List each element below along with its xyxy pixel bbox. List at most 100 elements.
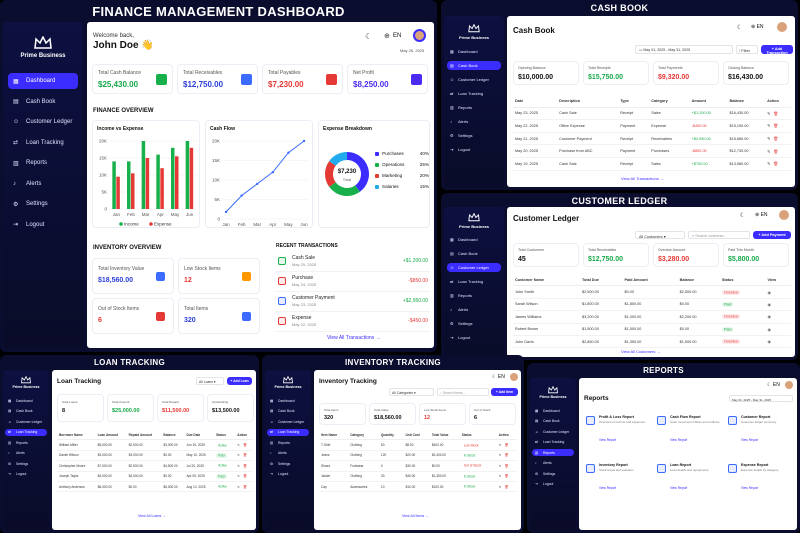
sidebar-item-cash-book[interactable]: ▤ Cash Book: [270, 409, 295, 413]
view-all-transactions-link[interactable]: View All Transactions →: [621, 176, 664, 181]
sidebar-item-dashboard[interactable]: ▦ Dashboard: [450, 237, 478, 242]
sidebar-item-alerts[interactable]: ♪ Alerts: [8, 451, 25, 455]
table-row[interactable]: Cap Accessories 10 $10.00 $100.00 In Stock ✎ 🗑: [319, 481, 517, 493]
customer-search-input[interactable]: ⌕ Search customer...: [688, 231, 750, 239]
add-item-button[interactable]: + Add Item: [491, 388, 518, 396]
sidebar-item-dashboard[interactable]: ▦ Dashboard: [8, 73, 78, 89]
transaction-row[interactable]: Purchase May 24, 2025 -$850.00: [276, 272, 430, 292]
table-row[interactable]: May 21, 2025 Customer Payment Receipt Recei…: [513, 132, 791, 146]
edit-icon[interactable]: ✎: [767, 111, 771, 116]
edit-icon[interactable]: ✎: [237, 484, 240, 489]
date-range-picker[interactable]: May 01, 2025 - May 31, 2025: [729, 395, 793, 402]
sidebar-item-logout[interactable]: ⇥ Logout: [450, 147, 471, 152]
table-row[interactable]: T-Shirt Clothing 50 $8.00 $400.00 Low Stock ✎ 🗑: [319, 439, 517, 451]
edit-icon[interactable]: ✎: [498, 484, 502, 489]
sidebar-item-dashboard[interactable]: ▦ Dashboard: [8, 398, 33, 403]
table-row[interactable]: Jeans Clothing 120 $20.00 $2,400.00 In Stock ✎…: [319, 450, 517, 462]
view-report-link[interactable]: View Report: [599, 438, 617, 442]
filter-button[interactable]: ⫶ Filter: [736, 45, 758, 54]
eye-icon[interactable]: ◉: [767, 315, 771, 320]
report-card[interactable]: Loan Report Loan details and repayments Vi…: [655, 460, 723, 504]
table-row[interactable]: May 23, 2025 Cash Sale Receipt Sales +$1,200…: [513, 107, 791, 121]
delete-icon[interactable]: 🗑: [773, 137, 779, 142]
transaction-row[interactable]: Cash Sale May 25, 2025 +$1,200.00: [276, 252, 430, 272]
globe-icon[interactable]: ⊕: [384, 33, 390, 40]
report-card[interactable]: Expense Report Expense details by categor…: [726, 460, 794, 504]
sidebar-item-alerts[interactable]: ♪ Alerts: [535, 461, 552, 465]
report-card[interactable]: Profit & Loss Report Overview of income a…: [584, 412, 652, 456]
table-row[interactable]: Joseph Taylor $4,000.00 $4,000.00 $0.00 Apr …: [57, 471, 253, 482]
sidebar-item-loan-tracking[interactable]: ⇄ Loan Tracking: [267, 428, 309, 436]
eye-icon[interactable]: ◉: [767, 340, 771, 345]
moon-icon[interactable]: ☾: [365, 32, 373, 41]
edit-icon[interactable]: ✎: [237, 443, 240, 448]
sidebar-item-settings[interactable]: ⚙ Settings: [450, 133, 473, 138]
table-row[interactable]: May 19, 2025 Cash Sale Receipt Sales +$700.0…: [513, 157, 791, 171]
avatar[interactable]: [779, 210, 789, 220]
sidebar-item-reports[interactable]: ▥ Reports: [13, 160, 48, 167]
sidebar-item-loan-tracking[interactable]: ⇄ Loan Tracking: [13, 139, 64, 147]
sidebar-item-logout[interactable]: ⇥ Logout: [270, 472, 289, 476]
moon-icon[interactable]: ☾: [737, 25, 743, 31]
view-report-link[interactable]: View Report: [670, 486, 688, 490]
sidebar-item-customer-ledger[interactable]: ☺ Customer Ledger: [8, 419, 43, 424]
sidebar-item-reports[interactable]: ▥ Reports: [8, 440, 28, 445]
sidebar-item-customer-ledger[interactable]: ☺ Customer Ledger: [450, 77, 489, 82]
view-all-transactions-link[interactable]: View All Transactions →: [327, 335, 381, 341]
edit-icon[interactable]: ✎: [237, 463, 240, 468]
edit-icon[interactable]: ✎: [498, 453, 502, 458]
sidebar-item-reports[interactable]: ▥ Reports: [532, 449, 574, 456]
edit-icon[interactable]: ✎: [767, 162, 771, 167]
delete-icon[interactable]: 🗑: [242, 474, 247, 479]
sidebar-item-reports[interactable]: ▥ Reports: [450, 293, 473, 298]
sidebar-item-settings[interactable]: ⚙ Settings: [270, 461, 291, 466]
delete-icon[interactable]: 🗑: [242, 484, 247, 489]
moon-icon[interactable]: ☾: [740, 213, 746, 219]
table-row[interactable]: Sarah Wilson $1,800.00 $1,800.00 $0.00 Paid ◉: [513, 298, 791, 312]
sidebar-item-cash-book[interactable]: ▤ Cash Book: [8, 409, 33, 413]
table-row[interactable]: Christopher Moore $7,000.00 $2,500.00 $4,50…: [57, 460, 253, 472]
customer-filter[interactable]: All Customers ▾: [635, 231, 685, 239]
globe-icon[interactable]: ⊕ EN: [751, 24, 764, 30]
eye-icon[interactable]: ◉: [767, 290, 771, 295]
edit-icon[interactable]: ✎: [767, 137, 771, 142]
sidebar-item-settings[interactable]: ⚙ Settings: [535, 471, 556, 476]
table-row[interactable]: Jacket Clothing 30 $45.00 $1,350.00 In Stock ✎…: [319, 471, 517, 482]
table-row[interactable]: May 20, 2025 Purchase from ABC Payment Purc…: [513, 144, 791, 158]
sidebar-item-alerts[interactable]: ♪ Alerts: [270, 451, 287, 455]
sidebar-item-dashboard[interactable]: ▦ Dashboard: [450, 49, 478, 54]
avatar[interactable]: [413, 29, 426, 42]
add-payment-button[interactable]: + Add Payment: [753, 231, 791, 239]
view-all-loans-link[interactable]: View All Loans →: [138, 514, 166, 518]
sidebar-item-loan-tracking[interactable]: ⇄ Loan Tracking: [450, 91, 484, 96]
sidebar-item-loan-tracking[interactable]: ⇄ Loan Tracking: [5, 428, 47, 436]
sidebar-item-logout[interactable]: ⇥ Logout: [535, 482, 554, 486]
delete-icon[interactable]: 🗑: [242, 453, 247, 458]
moon-icon[interactable]: ☾ EN: [492, 374, 505, 380]
item-search-input[interactable]: ⌕ Search items...: [437, 388, 489, 396]
globe-icon[interactable]: ⊕ EN: [755, 212, 768, 218]
report-card[interactable]: Cash Flow Report Cash movement inflows an…: [655, 412, 723, 456]
add-transaction-button[interactable]: + Add Transaction: [761, 45, 793, 55]
table-row[interactable]: James Williams $3,200.00 $1,000.00 $2,200.0…: [513, 310, 791, 324]
category-filter[interactable]: All Categories ▾: [389, 388, 434, 396]
delete-icon[interactable]: 🗑: [242, 463, 247, 468]
sidebar-item-logout[interactable]: ⇥ Logout: [13, 221, 45, 229]
avatar[interactable]: [510, 373, 518, 381]
sidebar-item-logout[interactable]: ⇥ Logout: [8, 472, 27, 476]
sidebar-item-dashboard[interactable]: ▦ Dashboard: [270, 398, 295, 403]
edit-icon[interactable]: ✎: [498, 474, 502, 479]
table-row[interactable]: Shoes Footwear 0 $30.00 $0.00 Out of Stock ✎ 🗑: [319, 460, 517, 472]
transaction-row[interactable]: Customer Payment May 23, 2025 +$2,950.00: [276, 292, 430, 312]
delete-icon[interactable]: 🗑: [504, 443, 509, 448]
edit-icon[interactable]: ✎: [767, 149, 771, 154]
delete-icon[interactable]: 🗑: [504, 463, 509, 468]
sidebar-item-alerts[interactable]: ♪ Alerts: [450, 307, 469, 312]
add-loan-button[interactable]: + Add Loan: [227, 377, 252, 385]
sidebar-item-alerts[interactable]: ♪ Alerts: [13, 180, 42, 187]
view-report-link[interactable]: View Report: [599, 486, 617, 490]
delete-icon[interactable]: 🗑: [773, 149, 779, 154]
eye-icon[interactable]: ◉: [767, 302, 771, 307]
table-row[interactable]: William Miller $5,000.00 $2,000.00 $3,000.0…: [57, 439, 253, 451]
table-row[interactable]: Daniel Wilson $3,000.00 $3,000.00 $0.00 May …: [57, 450, 253, 462]
